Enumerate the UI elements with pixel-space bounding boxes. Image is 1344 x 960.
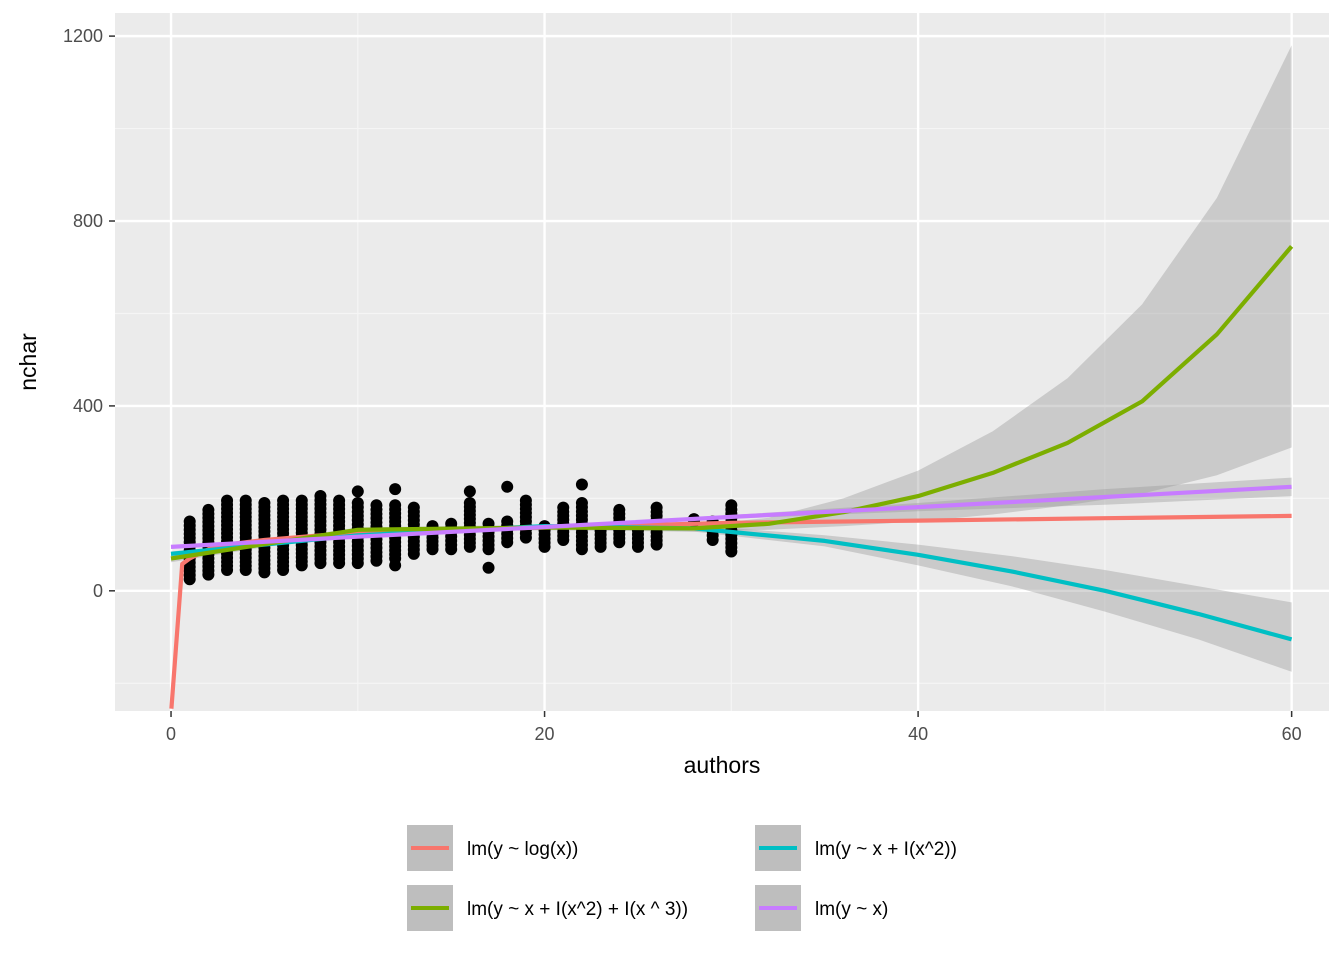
data-point (295, 494, 308, 507)
data-point (221, 494, 234, 507)
legend-item-quadratic: lm(y ~ x + I(x^2)) (755, 825, 957, 871)
data-point (183, 515, 196, 528)
y-axis: 0 400 800 1200 (63, 26, 115, 601)
y-tick-label: 0 (93, 581, 103, 601)
major-gridlines (115, 13, 1329, 711)
y-tick-label: 400 (73, 396, 103, 416)
x-axis: 0 20 40 60 (166, 711, 1302, 744)
data-point (389, 559, 402, 572)
data-point (258, 496, 271, 509)
x-tick-label: 20 (535, 724, 555, 744)
data-point (333, 494, 346, 507)
legend-label-log: lm(y ~ log(x)) (467, 839, 578, 860)
data-point (519, 494, 532, 507)
data-point (202, 503, 215, 516)
confidence-band (171, 524, 1292, 672)
data-point (613, 503, 626, 516)
fit-lines (169, 245, 1294, 709)
y-tick-label: 800 (73, 211, 103, 231)
x-tick-label: 60 (1282, 724, 1302, 744)
data-points (183, 478, 738, 586)
data-point (575, 478, 588, 491)
legend-label-linear: lm(y ~ x) (815, 899, 888, 920)
data-point (277, 494, 290, 507)
data-point (351, 496, 364, 509)
legend-item-linear: lm(y ~ x) (755, 885, 888, 931)
legend: lm(y ~ log(x)) lm(y ~ x + I(x^2)) lm(y ~… (407, 825, 957, 931)
data-point (351, 485, 364, 498)
legend-label-quadratic: lm(y ~ x + I(x^2)) (815, 839, 957, 860)
legend-item-cubic: lm(y ~ x + I(x^2) + I(x ^ 3)) (407, 885, 688, 931)
data-point (501, 480, 514, 493)
data-point (407, 501, 420, 514)
y-tick-label: 1200 (63, 26, 103, 46)
data-point (463, 496, 476, 509)
data-point (389, 499, 402, 512)
confidence-band (171, 45, 1292, 563)
y-axis-title: nchar (15, 333, 41, 391)
legend-item-log: lm(y ~ log(x)) (407, 825, 578, 871)
x-tick-label: 0 (166, 724, 176, 744)
data-point (575, 496, 588, 509)
data-point (725, 499, 738, 512)
data-point (389, 483, 402, 496)
data-point (557, 501, 570, 514)
x-axis-title: authors (684, 752, 761, 778)
x-tick-label: 40 (908, 724, 928, 744)
legend-label-cubic: lm(y ~ x + I(x^2) + I(x ^ 3)) (467, 899, 688, 920)
data-point (463, 485, 476, 498)
data-point (650, 501, 663, 514)
fit-line (170, 484, 1292, 549)
data-point (239, 494, 252, 507)
data-point (370, 499, 383, 512)
data-point (482, 561, 495, 574)
data-point (501, 515, 514, 528)
data-point (314, 490, 327, 503)
